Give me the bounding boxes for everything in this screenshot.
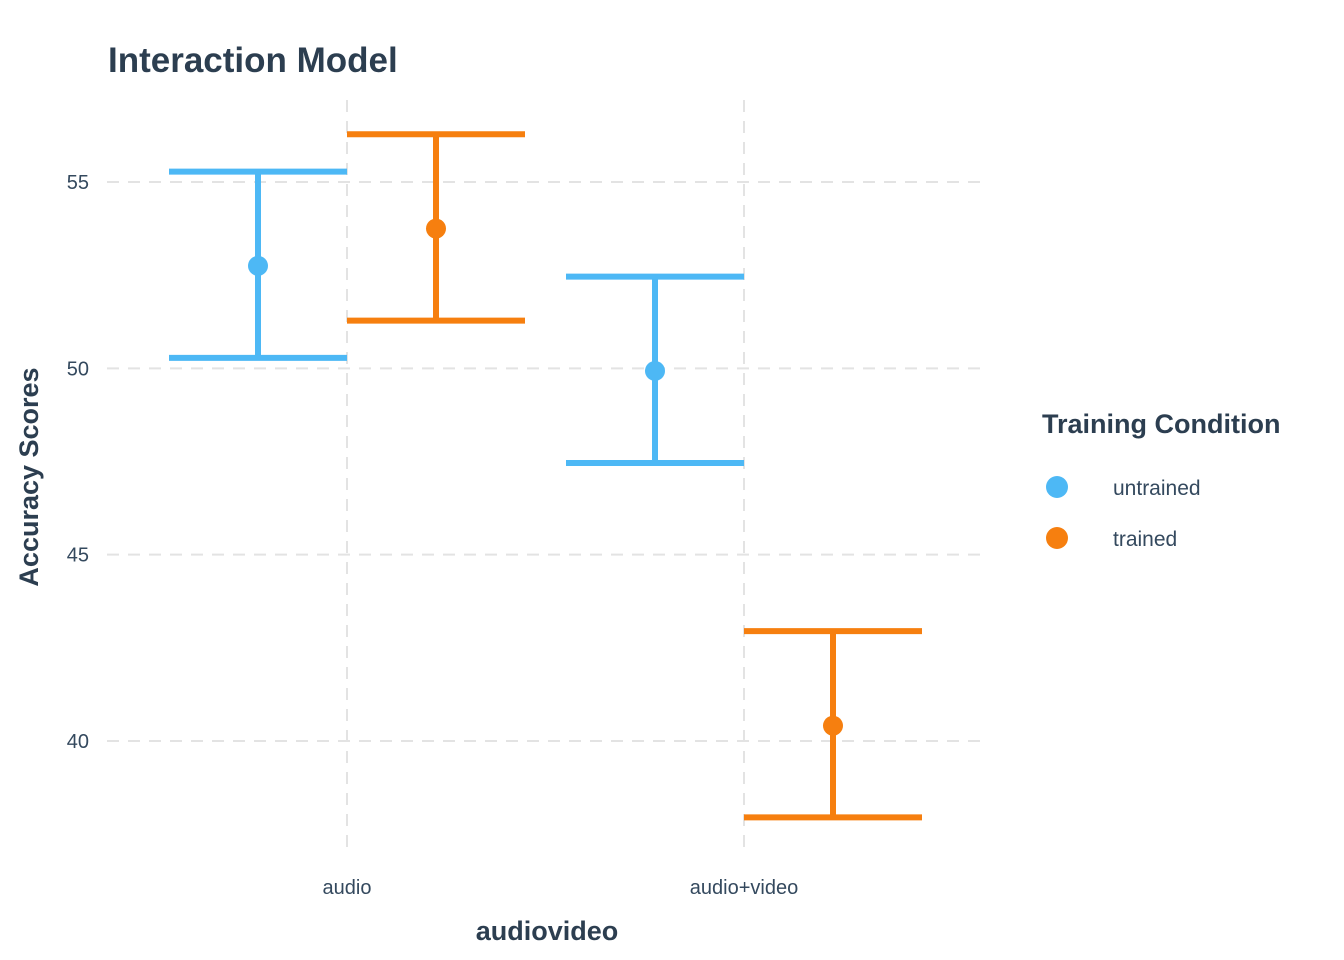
y-axis-ticks: 40 45 50 55 — [67, 172, 89, 753]
errorbar-trained-audio+video — [744, 628, 922, 821]
y-tick-label: 50 — [67, 358, 89, 380]
error-bars — [169, 131, 922, 821]
chart-title: Interaction Model — [108, 41, 398, 80]
legend-label-trained: trained — [1113, 528, 1177, 551]
legend-label-untrained: untrained — [1113, 477, 1201, 500]
point-estimate — [645, 360, 665, 381]
errorbar-untrained-audio — [169, 168, 347, 361]
x-axis-ticks: audio audio+video — [323, 877, 799, 899]
y-axis-title: Accuracy Scores — [14, 367, 44, 586]
legend-key-trained — [1046, 527, 1068, 549]
x-axis-title: audiovideo — [476, 916, 619, 946]
errorbar-untrained-audio+video — [566, 273, 744, 466]
point-estimate — [426, 218, 446, 239]
grid — [107, 100, 985, 855]
y-tick-label: 45 — [67, 545, 89, 567]
x-tick-label: audio — [323, 877, 372, 899]
errorbar-trained-audio — [347, 131, 525, 324]
x-tick-label: audio+video — [690, 877, 798, 899]
point-estimate — [248, 255, 268, 276]
legend-key-untrained — [1046, 476, 1068, 498]
y-tick-label: 40 — [67, 731, 89, 753]
legend-items: untrained trained — [1046, 476, 1201, 551]
legend-title: Training Condition — [1042, 409, 1280, 439]
point-estimate — [823, 715, 843, 736]
legend: Training Condition untrained trained — [1042, 409, 1280, 551]
y-tick-label: 55 — [67, 172, 89, 194]
